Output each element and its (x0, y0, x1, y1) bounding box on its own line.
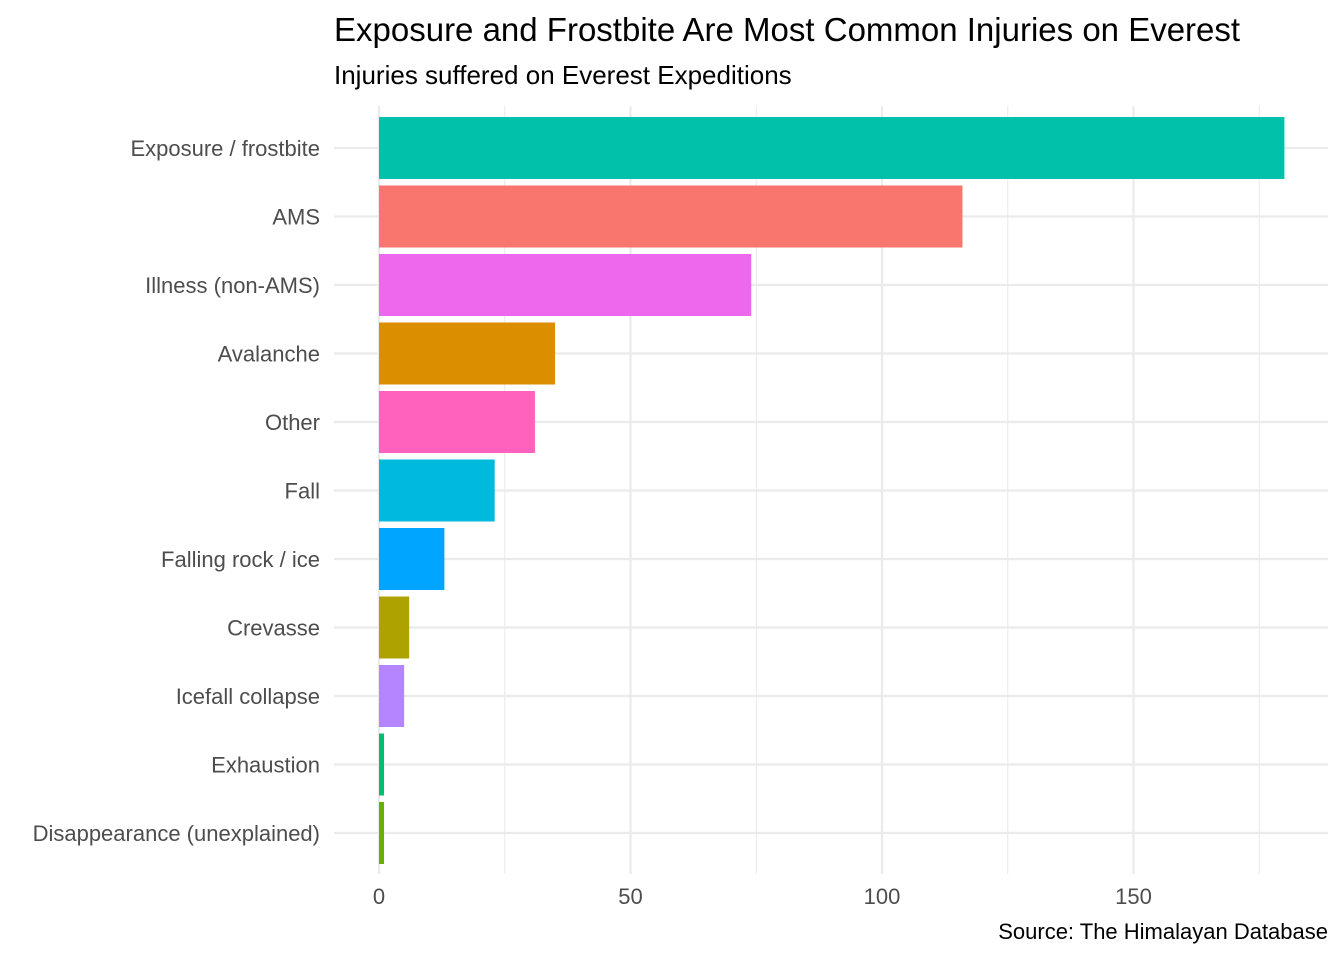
category-label: Exhaustion (211, 753, 320, 778)
chart-subtitle: Injuries suffered on Everest Expeditions (334, 60, 792, 90)
category-label: Other (265, 410, 320, 435)
bar (379, 596, 410, 659)
bar (379, 459, 495, 522)
x-axis-tick-labels: 0 50 100 150 (373, 884, 1152, 909)
category-label: Crevasse (227, 616, 320, 641)
bar (379, 665, 405, 727)
category-labels: Exposure / frostbite AMS Illness (non-AMS)… (33, 136, 320, 846)
bar (379, 254, 752, 316)
x-tick-label: 100 (864, 884, 901, 909)
bar (379, 802, 385, 864)
category-label: AMS (272, 205, 320, 230)
category-label: Fall (285, 479, 320, 504)
bar (379, 117, 1285, 179)
category-label: Illness (non-AMS) (145, 273, 320, 298)
bars (379, 117, 1285, 864)
bar (379, 185, 963, 248)
bar (379, 733, 385, 796)
category-label: Falling rock / ice (161, 547, 320, 572)
x-tick-label: 150 (1115, 884, 1152, 909)
category-label: Exposure / frostbite (130, 136, 320, 161)
bar (379, 391, 535, 453)
chart-title: Exposure and Frostbite Are Most Common I… (334, 11, 1240, 48)
category-label: Icefall collapse (176, 684, 320, 709)
bar (379, 322, 556, 385)
x-tick-label: 0 (373, 884, 385, 909)
category-label: Avalanche (218, 342, 320, 367)
category-label: Disappearance (unexplained) (33, 821, 320, 846)
x-tick-label: 50 (618, 884, 642, 909)
chart-caption: Source: The Himalayan Database (998, 919, 1328, 944)
bar (379, 528, 445, 590)
